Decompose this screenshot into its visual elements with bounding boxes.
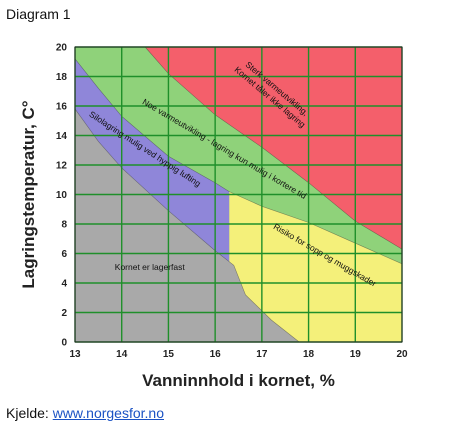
zone-label-group-storable: Kornet er lagerfast — [115, 262, 186, 272]
zones-layer — [74, 46, 403, 343]
x-tick-label: 16 — [210, 349, 222, 360]
x-tick-label: 17 — [256, 349, 268, 360]
x-tick-label: 14 — [116, 349, 128, 360]
y-tick-label: 14 — [56, 131, 68, 142]
y-tick-label: 16 — [56, 102, 68, 113]
y-tick-label: 8 — [61, 220, 67, 231]
zone-mould-risk — [229, 191, 402, 342]
y-tick-label: 6 — [61, 249, 67, 260]
y-axis-title: Lagringstemperatur, C° — [19, 100, 38, 288]
boundary-frequent_ventilation — [74, 58, 230, 192]
grid-layer — [74, 46, 403, 343]
x-tick-label: 15 — [163, 349, 175, 360]
x-tick-label: 20 — [396, 349, 408, 360]
y-tick-label: 0 — [61, 338, 67, 349]
x-axis-title: Vanninnhold i kornet, % — [142, 371, 335, 390]
source-prefix: Kjelde: — [6, 405, 53, 421]
zone-label-storable: Kornet er lagerfast — [115, 262, 186, 272]
x-tick-label: 13 — [69, 349, 81, 360]
diagram-label: Diagram 1 — [6, 6, 71, 22]
y-tick-label: 4 — [61, 279, 67, 290]
plot-frame — [74, 46, 403, 343]
y-tick-label: 10 — [56, 190, 68, 201]
y-tick-label: 20 — [56, 43, 68, 54]
x-tick-label: 18 — [303, 349, 315, 360]
source-link[interactable]: www.norgesfor.no — [52, 405, 164, 421]
x-tick-label: 19 — [350, 349, 362, 360]
y-tick-label: 2 — [61, 308, 67, 319]
zone-storable — [75, 108, 300, 343]
tick-labels-layer: 13 14 15 16 17 18 19 20 0 2 4 6 8 10 12 14 16 18 20 — [56, 43, 408, 361]
source-line: Kjelde: www.norgesfor.no — [6, 405, 164, 421]
y-tick-label: 18 — [56, 72, 68, 83]
y-tick-label: 12 — [56, 161, 68, 172]
